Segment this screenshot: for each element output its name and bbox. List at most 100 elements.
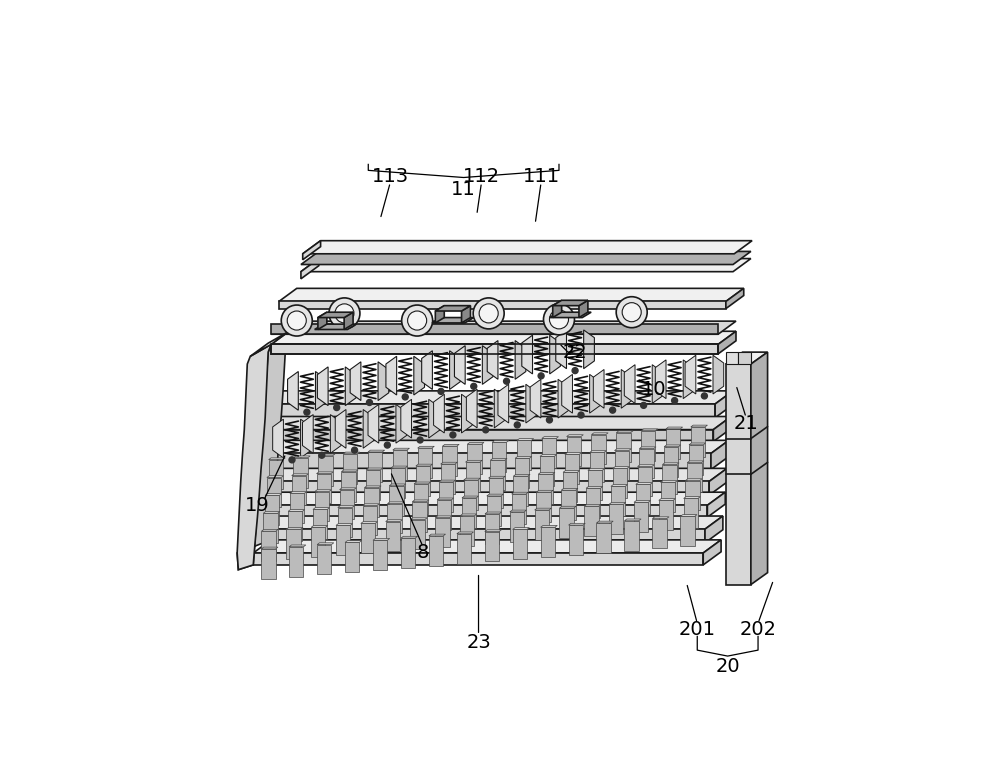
Polygon shape: [286, 527, 303, 529]
Polygon shape: [237, 331, 289, 570]
Polygon shape: [422, 351, 432, 389]
Polygon shape: [255, 529, 705, 543]
Polygon shape: [569, 525, 583, 555]
Polygon shape: [265, 494, 282, 495]
Polygon shape: [265, 391, 733, 404]
Polygon shape: [271, 324, 718, 334]
Polygon shape: [466, 389, 477, 428]
Polygon shape: [315, 324, 356, 330]
Polygon shape: [418, 448, 432, 478]
Circle shape: [473, 298, 504, 329]
Polygon shape: [292, 474, 308, 475]
Polygon shape: [434, 394, 444, 433]
Polygon shape: [345, 367, 356, 406]
Polygon shape: [535, 509, 551, 510]
Polygon shape: [685, 481, 700, 510]
Polygon shape: [341, 470, 358, 471]
Polygon shape: [318, 454, 335, 456]
Polygon shape: [666, 429, 680, 459]
Polygon shape: [542, 437, 558, 438]
Polygon shape: [364, 486, 381, 488]
Polygon shape: [684, 498, 698, 528]
Polygon shape: [288, 509, 305, 512]
Polygon shape: [703, 540, 721, 565]
Polygon shape: [515, 458, 529, 488]
Polygon shape: [707, 492, 725, 517]
Polygon shape: [517, 440, 531, 470]
Circle shape: [329, 298, 360, 329]
Polygon shape: [639, 447, 656, 449]
Polygon shape: [494, 389, 505, 428]
Polygon shape: [257, 505, 707, 517]
Polygon shape: [378, 361, 389, 400]
Polygon shape: [267, 476, 284, 478]
Polygon shape: [373, 539, 390, 540]
Circle shape: [281, 305, 312, 336]
Text: 202: 202: [740, 620, 777, 639]
Circle shape: [304, 409, 310, 415]
Polygon shape: [457, 534, 471, 563]
Polygon shape: [664, 447, 678, 477]
Polygon shape: [559, 508, 574, 538]
Polygon shape: [301, 259, 319, 279]
Polygon shape: [515, 341, 526, 379]
Polygon shape: [418, 447, 434, 448]
Text: 21: 21: [734, 414, 758, 433]
Polygon shape: [335, 409, 346, 448]
Circle shape: [572, 368, 578, 374]
Polygon shape: [269, 458, 285, 460]
Polygon shape: [435, 306, 470, 311]
Polygon shape: [462, 306, 470, 323]
Polygon shape: [263, 513, 278, 543]
Polygon shape: [257, 492, 725, 505]
Polygon shape: [652, 365, 663, 403]
Polygon shape: [591, 435, 606, 464]
Polygon shape: [683, 360, 694, 399]
Circle shape: [479, 304, 498, 323]
Polygon shape: [661, 482, 675, 512]
Polygon shape: [616, 433, 631, 463]
Polygon shape: [680, 516, 695, 546]
Polygon shape: [550, 335, 560, 374]
Polygon shape: [269, 460, 283, 489]
Polygon shape: [517, 439, 534, 440]
Polygon shape: [661, 481, 677, 482]
Polygon shape: [261, 549, 276, 579]
Polygon shape: [301, 252, 751, 265]
Polygon shape: [711, 440, 729, 470]
Polygon shape: [317, 367, 328, 406]
Polygon shape: [386, 520, 402, 522]
Polygon shape: [685, 355, 696, 394]
Polygon shape: [363, 505, 377, 536]
Polygon shape: [611, 485, 628, 486]
Polygon shape: [253, 553, 703, 565]
Polygon shape: [687, 463, 702, 492]
Polygon shape: [267, 478, 281, 507]
Polygon shape: [437, 498, 454, 500]
Polygon shape: [738, 352, 751, 364]
Text: 10: 10: [642, 380, 667, 399]
Polygon shape: [541, 526, 557, 527]
Polygon shape: [662, 463, 679, 464]
Polygon shape: [340, 490, 354, 519]
Polygon shape: [487, 494, 503, 496]
Polygon shape: [689, 445, 703, 474]
Text: 23: 23: [466, 633, 491, 652]
Polygon shape: [439, 480, 456, 482]
Polygon shape: [460, 514, 477, 515]
Circle shape: [417, 437, 423, 443]
Circle shape: [438, 389, 444, 395]
Polygon shape: [613, 468, 627, 498]
Polygon shape: [687, 461, 704, 463]
Polygon shape: [457, 532, 474, 534]
Circle shape: [514, 422, 520, 428]
Polygon shape: [567, 435, 583, 437]
Polygon shape: [336, 523, 353, 526]
Polygon shape: [279, 289, 744, 301]
Polygon shape: [464, 480, 478, 510]
Polygon shape: [343, 454, 357, 484]
Polygon shape: [641, 431, 655, 461]
Polygon shape: [261, 547, 278, 549]
Polygon shape: [410, 518, 427, 519]
Polygon shape: [315, 491, 329, 522]
